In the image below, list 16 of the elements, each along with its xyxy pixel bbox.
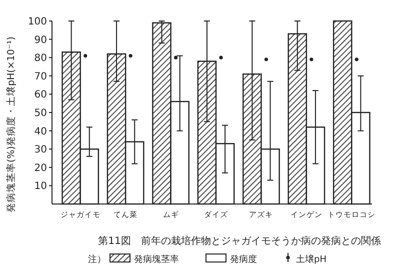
y-tick-label: 40 (34, 126, 47, 138)
legend-title: 注） (88, 254, 106, 265)
legend-label: 発病度 (230, 254, 257, 265)
y-tick-label: 60 (34, 90, 47, 101)
text: 第11図 前年の栽培作物とジャガイモそうか病の発病との関係 (98, 235, 381, 247)
y-tick-label: 20 (34, 162, 47, 174)
y-tick-label: 70 (34, 71, 47, 82)
legend-label: 発病塊茎率 (134, 254, 179, 265)
legend-label: 土壌pH (296, 254, 326, 265)
y-tick-label: 80 (34, 53, 47, 64)
y-axis-title: 発病塊茎率(%)発病度・土壌pH(×10⁻¹) (5, 36, 17, 212)
y-tick-label: 50 (34, 108, 47, 119)
y-tick-label: 30 (34, 144, 47, 156)
y-tick-label: 90 (34, 34, 47, 46)
y-tick-label: 10 (34, 181, 47, 192)
y-tick-label: 100 (28, 16, 47, 28)
